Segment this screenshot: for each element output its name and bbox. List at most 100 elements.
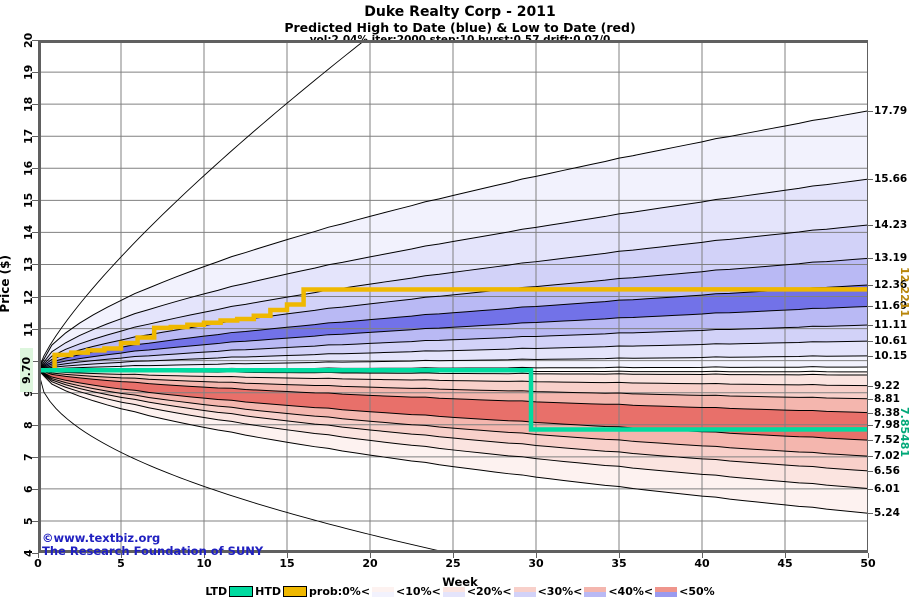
x-axis-label: 0 <box>34 557 42 570</box>
right-axis-label: 7.98 <box>874 419 900 432</box>
y-axis-label: 18 <box>22 96 35 112</box>
y-axis-tick <box>32 296 38 298</box>
right-axis-tick <box>868 258 873 260</box>
legend-ltd-swatch <box>229 586 254 597</box>
legend-band-label-0: <10%< <box>396 585 441 598</box>
x-axis-tick <box>619 553 620 558</box>
legend-item-band-2: <30%< <box>512 585 582 598</box>
legend-band-swatch-0 <box>372 586 395 597</box>
legend-item-prob: prob:0%< <box>309 585 370 598</box>
x-axis-tick <box>868 553 869 558</box>
right-axis-label: 10.15 <box>874 349 908 362</box>
legend-item-band-4: <50% <box>653 585 715 598</box>
legend-item-htd: HTD <box>255 585 309 598</box>
right-axis-tick <box>868 385 873 387</box>
x-axis-label: 10 <box>196 557 212 570</box>
right-axis-tick <box>868 412 873 414</box>
legend-band-swatch-4 <box>655 586 678 597</box>
right-axis-tick <box>868 398 873 400</box>
legend-prob-label: prob:0%< <box>309 585 371 598</box>
right-axis-label: 8.81 <box>874 392 900 405</box>
right-axis-tick <box>868 341 873 343</box>
right-axis-tick <box>868 355 873 357</box>
right-axis-label: 13.19 <box>874 252 908 265</box>
right-axis-label: 6.01 <box>874 482 900 495</box>
x-axis-label: 15 <box>279 557 295 570</box>
legend-band-label-3: <40%< <box>608 585 654 598</box>
y-axis-tick <box>32 200 38 202</box>
x-axis-tick <box>204 553 205 558</box>
y-axis-title: Price ($) <box>0 255 12 313</box>
right-axis-tick <box>868 425 873 427</box>
right-axis-label: 8.38 <box>874 406 900 419</box>
legend-band-swatch-3 <box>584 586 607 597</box>
legend-ltd-label: LTD <box>205 585 228 598</box>
chart-legend: LTD HTD prob:0%< <10%< <20%< <30%< <40%< <50% <box>0 585 920 598</box>
legend-htd-swatch <box>283 586 308 597</box>
chart-title: Duke Realty Corp - 2011 <box>364 4 556 20</box>
y-axis-tick <box>32 392 38 394</box>
y-axis-tick <box>32 553 38 554</box>
legend-band-swatch-2 <box>513 586 536 597</box>
y-axis-label: 19 <box>22 64 35 80</box>
y-axis-tick <box>32 104 38 106</box>
right-axis-tick <box>868 306 873 308</box>
x-axis-title: Week <box>442 575 478 589</box>
y-axis-label: 16 <box>22 160 35 176</box>
chart-canvas <box>38 40 868 553</box>
y-axis-tick <box>32 264 38 266</box>
x-axis-tick <box>785 553 786 558</box>
right-axis-label: 17.79 <box>874 104 908 117</box>
legend-band-label-1: <20%< <box>466 585 512 598</box>
legend-item-band-3: <40%< <box>582 585 653 598</box>
right-axis-label: 7.02 <box>874 450 900 463</box>
right-axis-tick <box>868 440 873 442</box>
right-axis-label: 11.11 <box>874 319 908 332</box>
y-axis-tick <box>32 488 38 490</box>
right-axis-tick <box>868 284 873 286</box>
x-axis-tick <box>702 553 703 558</box>
legend-item-ltd: LTD <box>205 585 255 598</box>
right-axis-label: 9.22 <box>874 379 900 392</box>
x-axis-label: 20 <box>362 557 378 570</box>
y-axis-tick <box>32 360 38 362</box>
right-axis-tick <box>868 470 873 472</box>
right-axis-label: 6.56 <box>874 464 900 477</box>
x-axis-tick <box>287 553 288 558</box>
watermark-line-2: The Research Foundation of SUNY <box>42 544 264 558</box>
x-axis-tick <box>453 553 454 558</box>
x-axis-tick <box>536 553 537 558</box>
ltd-end-label: 7.85481 <box>898 407 911 458</box>
right-axis-label: 5.24 <box>874 507 900 520</box>
y-axis-label: 11 <box>22 320 35 337</box>
legend-band-swatch-1 <box>442 586 465 597</box>
y-axis-tick <box>32 424 38 426</box>
x-axis-label: 25 <box>445 557 461 570</box>
y-axis-label: 14 <box>22 224 35 241</box>
x-axis-tick <box>38 553 39 558</box>
watermark-line-1: ©www.textbiz.org <box>42 531 161 545</box>
x-axis-label: 40 <box>694 557 710 570</box>
right-axis-label: 12.36 <box>874 278 908 291</box>
watermark: ©www.textbiz.org The Research Foundation… <box>42 532 263 558</box>
x-axis-label: 45 <box>777 557 793 570</box>
legend-htd-label: HTD <box>255 585 282 598</box>
y-axis-label: 13 <box>22 256 35 273</box>
x-axis-label: 35 <box>611 557 627 570</box>
y-axis-label: 5 <box>22 517 35 525</box>
x-axis-label: 30 <box>528 557 544 570</box>
right-axis-tick <box>868 110 873 112</box>
legend-item-band-0: <10%< <box>370 585 441 598</box>
x-axis-label: 50 <box>860 557 876 570</box>
y-axis-label: 20 <box>22 32 35 48</box>
y-axis-tick <box>32 232 38 234</box>
y-axis-label: 4 <box>22 549 35 557</box>
y-axis-tick <box>32 328 38 330</box>
start-price-label: 9.70 <box>20 348 33 393</box>
right-axis-label: 11.69 <box>874 300 908 313</box>
y-axis-tick <box>32 168 38 170</box>
y-axis-label: 12 <box>22 288 35 305</box>
right-axis-tick <box>868 325 873 327</box>
y-axis-label: 8 <box>22 420 35 429</box>
x-axis-tick <box>370 553 371 558</box>
